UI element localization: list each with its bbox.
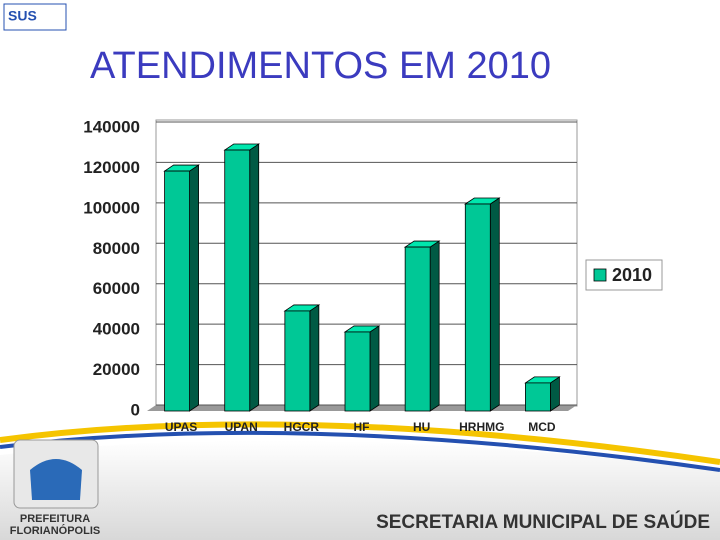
y-tick-label: 20000 xyxy=(93,360,140,379)
sus-logo xyxy=(3,3,67,31)
bar-side xyxy=(369,325,380,412)
sus-logo-text: SUS xyxy=(8,8,37,24)
emblem-shield xyxy=(30,459,82,500)
bar xyxy=(525,382,551,412)
bar-side xyxy=(249,143,260,412)
bar xyxy=(464,203,491,412)
footer-swoosh-blue xyxy=(0,430,720,472)
bar xyxy=(344,331,371,412)
y-tick-label: 40000 xyxy=(93,320,140,339)
footer-prefeitura: PREFEITURA xyxy=(20,513,90,525)
x-tick-label: HU xyxy=(413,420,430,434)
footer-swoosh-yellow xyxy=(0,421,720,465)
bar-side xyxy=(489,197,500,412)
x-tick-label: HRHMG xyxy=(459,420,504,434)
footer-band xyxy=(0,440,720,540)
y-tick-label: 0 xyxy=(131,400,140,419)
y-tick-label: 120000 xyxy=(83,158,140,177)
x-tick-label: MCD xyxy=(528,420,556,434)
bar xyxy=(164,170,190,412)
y-tick-label: 100000 xyxy=(83,198,140,217)
chart-title: ATENDIMENTOS EM 2010 xyxy=(90,45,551,87)
bar xyxy=(224,149,251,412)
legend: 2010 xyxy=(585,259,663,291)
x-tick-label: HF xyxy=(354,420,370,434)
bar-side xyxy=(309,304,320,412)
x-tick-label: UPAN xyxy=(225,420,258,434)
x-tick-label: HGCR xyxy=(284,420,320,434)
bar xyxy=(404,246,431,412)
bar-side xyxy=(189,164,199,412)
bar xyxy=(284,310,311,412)
y-tick-label: 80000 xyxy=(93,239,140,258)
y-tick-label: 140000 xyxy=(83,117,140,136)
y-tick-label: 60000 xyxy=(93,279,140,298)
legend-label: 2010 xyxy=(612,265,652,285)
bar-side xyxy=(429,240,440,412)
footer-secretaria: SECRETARIA MUNICIPAL DE SAÚDE xyxy=(376,511,710,533)
footer-city: FLORIANÓPOLIS xyxy=(10,524,100,537)
x-tick-label: UPAS xyxy=(165,420,197,434)
legend-swatch xyxy=(593,268,607,282)
